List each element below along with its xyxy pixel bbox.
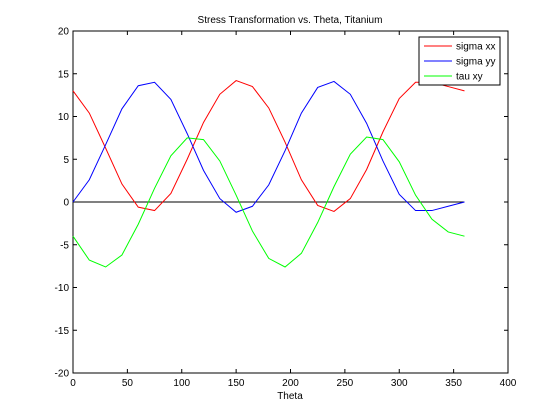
- series-line-sigma-xx: [72, 80, 465, 212]
- legend-entry: sigma yy: [456, 57, 495, 68]
- y-tick-label: 20: [58, 27, 70, 38]
- x-axis-label: Theta: [277, 391, 303, 402]
- legend: sigma xx sigma yy tau xy: [418, 36, 501, 86]
- x-tick-label: 100: [173, 378, 190, 389]
- x-tick-label: 200: [282, 378, 299, 389]
- x-tick-label: 50: [122, 378, 134, 389]
- x-tick-label: 0: [70, 378, 76, 389]
- x-tick-label: 400: [500, 378, 517, 389]
- chart-title: Stress Transformation vs. Theta, Titaniu…: [198, 15, 383, 26]
- series-line-tau-xy: [72, 136, 465, 268]
- legend-entry: tau xy: [456, 72, 483, 83]
- x-tick-label: 300: [391, 378, 408, 389]
- y-tick-label: -10: [55, 283, 70, 294]
- legend-entry: sigma xx: [456, 42, 495, 53]
- y-tick-label: 5: [63, 155, 69, 166]
- y-tick-label: 10: [58, 112, 70, 123]
- y-tick-label: -15: [55, 326, 70, 337]
- x-axis: 0 50 100 150 200 250 300 350 400: [70, 31, 517, 389]
- series-line-sigma-yy: [72, 80, 465, 213]
- y-tick-label: 15: [58, 69, 70, 80]
- y-tick-label: -5: [60, 240, 69, 251]
- x-tick-label: 150: [228, 378, 245, 389]
- series-layer: [72, 80, 465, 268]
- x-tick-label: 250: [337, 378, 354, 389]
- y-tick-label: 0: [63, 198, 69, 209]
- y-axis: -20 -15 -10 -5 0 5 10 15 20: [55, 27, 508, 380]
- x-tick-label: 350: [445, 378, 462, 389]
- y-tick-label: -20: [55, 369, 70, 380]
